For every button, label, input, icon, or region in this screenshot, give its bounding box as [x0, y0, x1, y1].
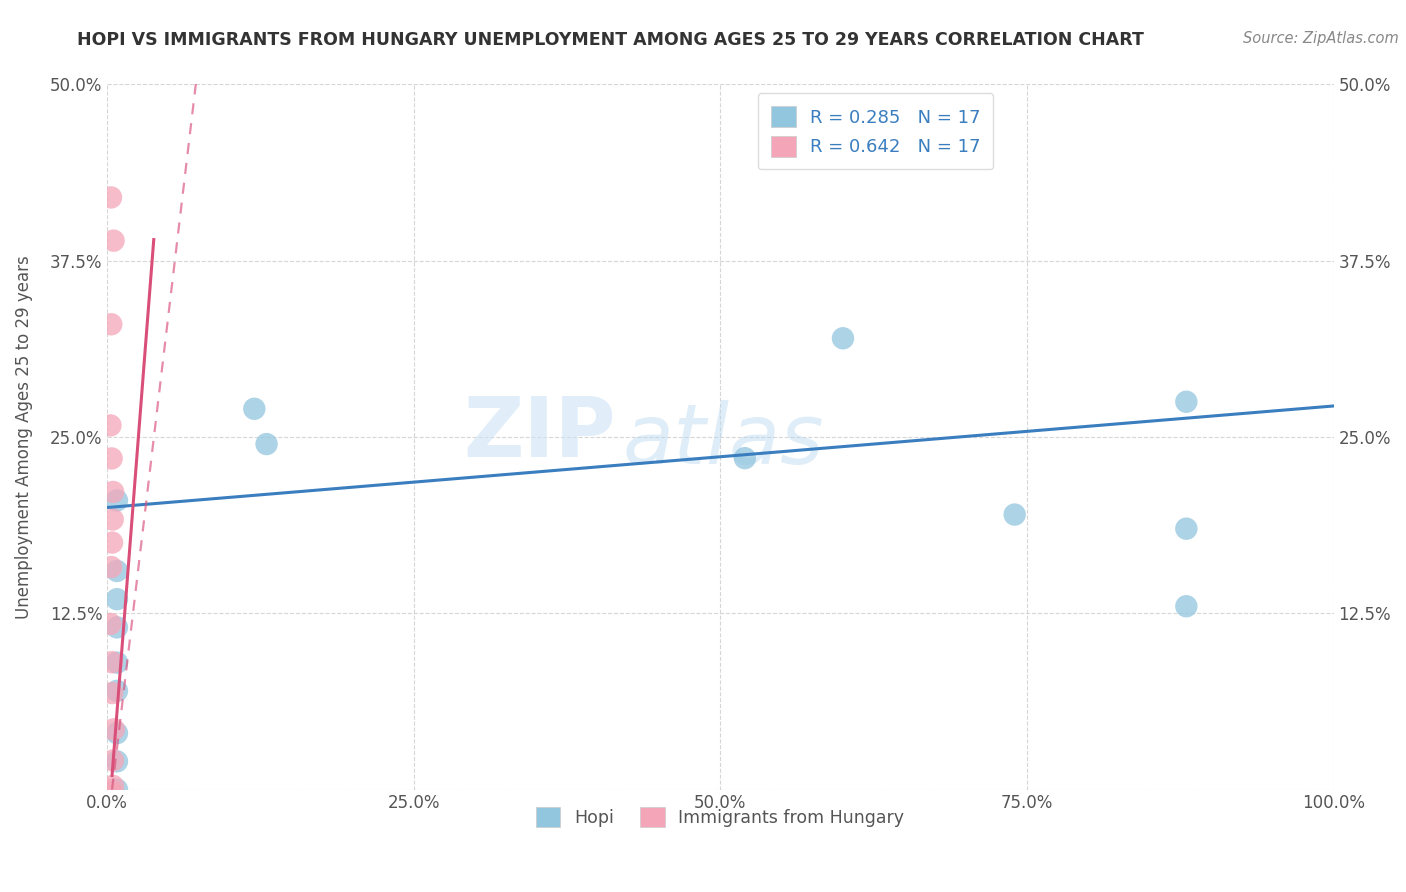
Text: atlas: atlas — [623, 400, 824, 481]
Point — [105, 592, 128, 607]
Point — [101, 754, 124, 768]
Text: HOPI VS IMMIGRANTS FROM HUNGARY UNEMPLOYMENT AMONG AGES 25 TO 29 YEARS CORRELATI: HOPI VS IMMIGRANTS FROM HUNGARY UNEMPLOY… — [77, 31, 1144, 49]
Point — [103, 234, 125, 248]
Legend: Hopi, Immigrants from Hungary: Hopi, Immigrants from Hungary — [529, 800, 911, 834]
Point — [100, 451, 122, 466]
Point — [100, 318, 122, 332]
Point — [105, 726, 128, 740]
Point — [243, 401, 266, 416]
Text: Source: ZipAtlas.com: Source: ZipAtlas.com — [1243, 31, 1399, 46]
Point — [103, 723, 125, 737]
Point — [101, 535, 124, 549]
Text: ZIP: ZIP — [464, 393, 616, 474]
Point — [256, 437, 278, 451]
Y-axis label: Unemployment Among Ages 25 to 29 years: Unemployment Among Ages 25 to 29 years — [15, 255, 32, 619]
Point — [105, 782, 128, 797]
Point — [100, 190, 122, 204]
Point — [1175, 394, 1198, 409]
Point — [101, 655, 124, 669]
Point — [101, 779, 124, 793]
Point — [832, 331, 855, 345]
Point — [105, 564, 128, 578]
Point — [105, 620, 128, 634]
Point — [105, 656, 128, 670]
Point — [734, 451, 756, 466]
Point — [101, 686, 124, 700]
Point — [101, 485, 124, 500]
Point — [100, 616, 122, 631]
Point — [100, 418, 122, 433]
Point — [105, 493, 128, 508]
Point — [1175, 599, 1198, 614]
Point — [1175, 522, 1198, 536]
Point — [101, 512, 124, 526]
Point — [100, 783, 122, 797]
Point — [101, 787, 124, 801]
Point — [1004, 508, 1026, 522]
Point — [105, 683, 128, 698]
Point — [100, 560, 122, 574]
Point — [105, 755, 128, 769]
